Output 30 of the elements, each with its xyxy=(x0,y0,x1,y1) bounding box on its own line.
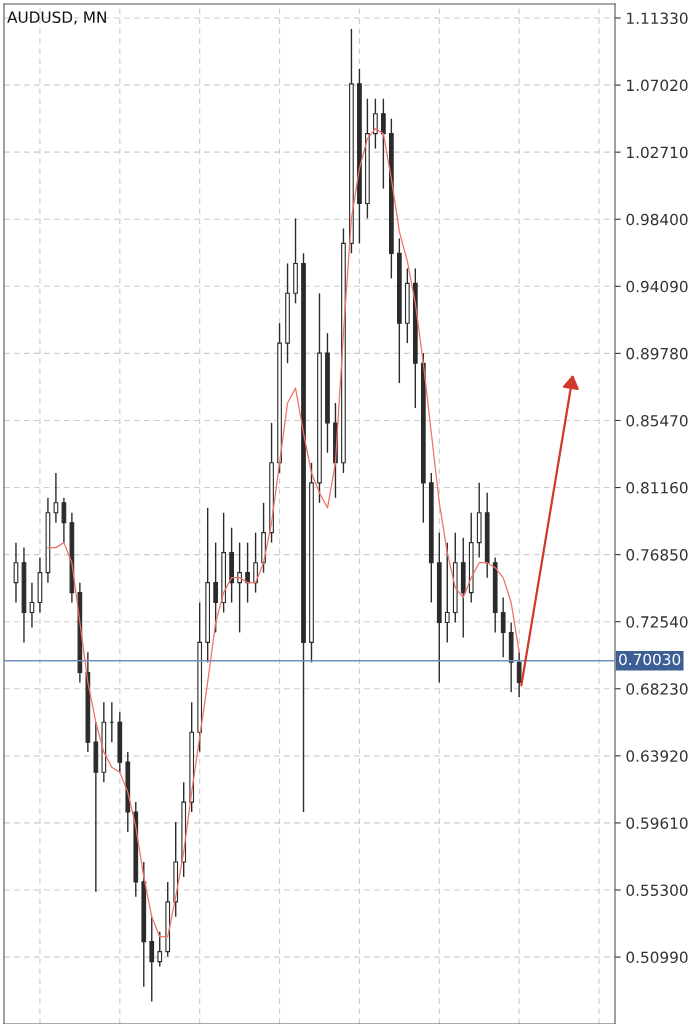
candlestick xyxy=(149,916,155,1003)
candlestick xyxy=(237,541,242,634)
y-tick-label: 1.11330 xyxy=(627,12,688,25)
y-tick-label: 1.02710 xyxy=(627,146,688,159)
candlestick xyxy=(245,541,250,604)
candlestick xyxy=(213,541,219,634)
candlestick xyxy=(157,931,163,968)
chart-title: AUDUSD, MN xyxy=(7,11,106,25)
candlestick xyxy=(516,651,522,699)
y-tick-label: 0.55300 xyxy=(626,884,688,897)
y-tick-label: 0.63920 xyxy=(626,750,688,762)
candlestick xyxy=(373,98,378,150)
candlestick xyxy=(53,472,59,524)
candlestick xyxy=(61,497,67,544)
y-tick-label: 0.72540 xyxy=(626,616,688,628)
y-tick-label: 0.81160 xyxy=(626,482,688,494)
candlestick xyxy=(444,541,450,644)
y-tick-label: 0.94090 xyxy=(626,280,688,293)
y-tick-label: 0.50990 xyxy=(626,951,688,964)
y-tick-label: 0.89780 xyxy=(626,347,688,360)
candlestick xyxy=(381,98,386,190)
candlestick xyxy=(253,531,258,594)
y-tick-label: 0.98400 xyxy=(626,213,688,226)
y-tick-label: 0.85470 xyxy=(626,414,688,427)
y-tick-label: 0.59610 xyxy=(626,817,688,829)
ref-line-label: 0.70030 xyxy=(619,653,681,666)
y-tick-label: 1.07020 xyxy=(627,79,688,92)
candlestick xyxy=(500,596,506,659)
y-tick-label: 0.76850 xyxy=(626,549,688,561)
y-tick-label: 0.68230 xyxy=(626,683,688,695)
